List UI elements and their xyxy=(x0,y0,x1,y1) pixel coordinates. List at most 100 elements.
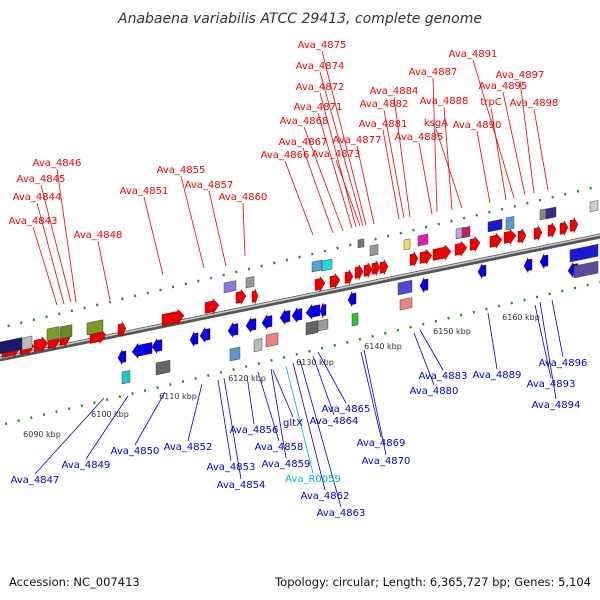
reverse-gene-label: Ava_4847 xyxy=(11,475,60,486)
forward-gene-arrow xyxy=(409,251,419,267)
forward-gene-label: Ava_4871 xyxy=(294,102,343,113)
gene-feature-block xyxy=(0,337,23,355)
forward-leader-line xyxy=(40,184,72,303)
forward-gene-label: Ava_4844 xyxy=(13,192,62,203)
forward-leader-line xyxy=(418,142,433,215)
forward-gene-label: Ava_4848 xyxy=(74,230,123,241)
scale-label: 6100 kbp xyxy=(91,410,129,419)
forward-gene-arrow xyxy=(363,262,373,278)
forward-gene-arrow xyxy=(161,308,185,326)
reverse-gene-arrow xyxy=(245,316,257,334)
forward-gene-arrow xyxy=(251,288,259,304)
reverse-gene-label: Ava_4862 xyxy=(301,491,350,502)
gene-feature-block xyxy=(545,206,557,220)
gene-feature-block xyxy=(46,326,60,342)
forward-gene-label: Ava_4873 xyxy=(312,149,361,160)
forward-gene-label: Ava_4846 xyxy=(33,158,82,169)
forward-gene-label: Ava_4866 xyxy=(261,150,310,161)
scale-label: 6120 kbp xyxy=(228,374,266,383)
forward-leader-line xyxy=(443,106,453,211)
label-leader-lines xyxy=(32,50,564,508)
forward-gene-label: Ava_4891 xyxy=(449,49,498,60)
gene-feature-block xyxy=(321,258,333,272)
forward-gene-label: Ava_4881 xyxy=(359,119,408,130)
reverse-gene-arrow xyxy=(151,337,163,355)
reverse-gene-arrow xyxy=(477,263,487,279)
forward-gene-label: Ava_4888 xyxy=(420,96,469,107)
reverse-gene-label: Ava_4894 xyxy=(532,400,581,411)
reverse-gene-label: Ava_4853 xyxy=(207,462,256,473)
reverse-leader-line xyxy=(134,391,166,446)
forward-gene-label: Ava_4895 xyxy=(479,81,528,92)
gene-feature-block xyxy=(397,279,413,296)
gene-feature-block xyxy=(223,280,237,294)
reverse-gene-arrow xyxy=(227,321,239,339)
gene-feature-block xyxy=(357,238,365,249)
reverse-gene-label: Ava_4883 xyxy=(419,371,468,382)
reverse-gene-label: Ava_4889 xyxy=(473,370,522,381)
forward-leader-line xyxy=(319,92,357,228)
reverse-leader-line xyxy=(299,359,342,508)
gene-feature-block xyxy=(253,338,263,353)
forward-gene-label: Ava_4887 xyxy=(409,67,458,78)
reverse-leader-line xyxy=(257,371,280,442)
forward-leader-line xyxy=(519,80,535,194)
forward-gene-arrow xyxy=(117,321,127,337)
forward-leader-line xyxy=(317,112,353,229)
reverse-gene-arrow xyxy=(279,308,291,326)
reverse-leader-line xyxy=(539,301,557,400)
forward-leader-line xyxy=(208,190,227,267)
forward-gene-label: Ava_4884 xyxy=(370,86,419,97)
forward-leader-line xyxy=(356,145,375,225)
forward-leader-line xyxy=(432,77,438,213)
reverse-gene-label: Ava_4856 xyxy=(230,425,279,436)
reverse-gene-arrow xyxy=(291,306,303,324)
forward-gene-label: Ava_4885 xyxy=(395,132,444,143)
forward-gene-label: Ava_4890 xyxy=(453,120,502,131)
forward-gene-arrow xyxy=(547,222,557,238)
reverse-gene-arrow xyxy=(523,257,533,273)
reverse-gene-label: Ava_4854 xyxy=(217,480,266,491)
forward-gene-arrow xyxy=(379,259,389,275)
reverse-leader-line xyxy=(85,395,129,460)
reverse-leader-line xyxy=(551,299,564,358)
forward-gene-arrow xyxy=(354,264,364,280)
reverse-leader-line xyxy=(360,351,382,438)
gene-feature-block xyxy=(245,276,255,289)
forward-leader-line xyxy=(32,226,58,306)
forward-gene-arrow xyxy=(559,220,569,236)
reverse-gene-arrow xyxy=(131,342,153,359)
forward-leader-line xyxy=(472,59,515,199)
forward-leader-line xyxy=(321,50,367,226)
forward-gene-label: Ava_4872 xyxy=(296,82,345,93)
gene-feature-block xyxy=(403,238,411,251)
gene-feature-block xyxy=(86,319,104,336)
reverse-gene-label: Ava_4893 xyxy=(527,379,576,390)
scale-label: 6150 kbp xyxy=(433,327,471,336)
forward-gene-label: Ava_4877 xyxy=(333,135,382,146)
forward-leader-line xyxy=(56,168,77,303)
gene-labels: Ava_4843 Ava_4844 Ava_4845 Ava_4846 Ava_4848… xyxy=(9,40,588,519)
forward-leader-line xyxy=(393,96,411,218)
forward-gene-label: Ava_4868 xyxy=(280,116,329,127)
scale-label: 6160 kbp xyxy=(502,313,540,322)
gene-feature-block xyxy=(317,318,329,332)
forward-leader-line xyxy=(180,175,205,269)
scale-label: 6090 kbp xyxy=(23,430,61,439)
forward-leader-line xyxy=(242,202,246,257)
forward-gene-arrow xyxy=(371,260,381,276)
reverse-leader-line xyxy=(534,304,552,379)
forward-gene-arrow xyxy=(204,298,220,315)
reverse-gene-label: Ava_4858 xyxy=(255,442,304,453)
forward-gene-label: Ava_4867 xyxy=(279,137,328,148)
reverse-leader-line xyxy=(272,369,294,418)
reverse-tick-track xyxy=(4,280,600,426)
forward-gene-label: Ava_4898 xyxy=(510,98,559,109)
reverse-leader-line xyxy=(270,368,287,459)
forward-gene-label: Ava_4851 xyxy=(120,186,169,197)
scale-labels: 6090 kbp 6100 kbp 6110 kbp 6120 kbp 6130 kbp… xyxy=(23,313,540,439)
forward-gene-arrow xyxy=(314,275,326,293)
genome-title: Anabaena variabilis ATCC 29413, complete… xyxy=(117,11,482,27)
gene-feature-block xyxy=(505,216,515,231)
reverse-gene-label: Ava_4852 xyxy=(164,442,213,453)
